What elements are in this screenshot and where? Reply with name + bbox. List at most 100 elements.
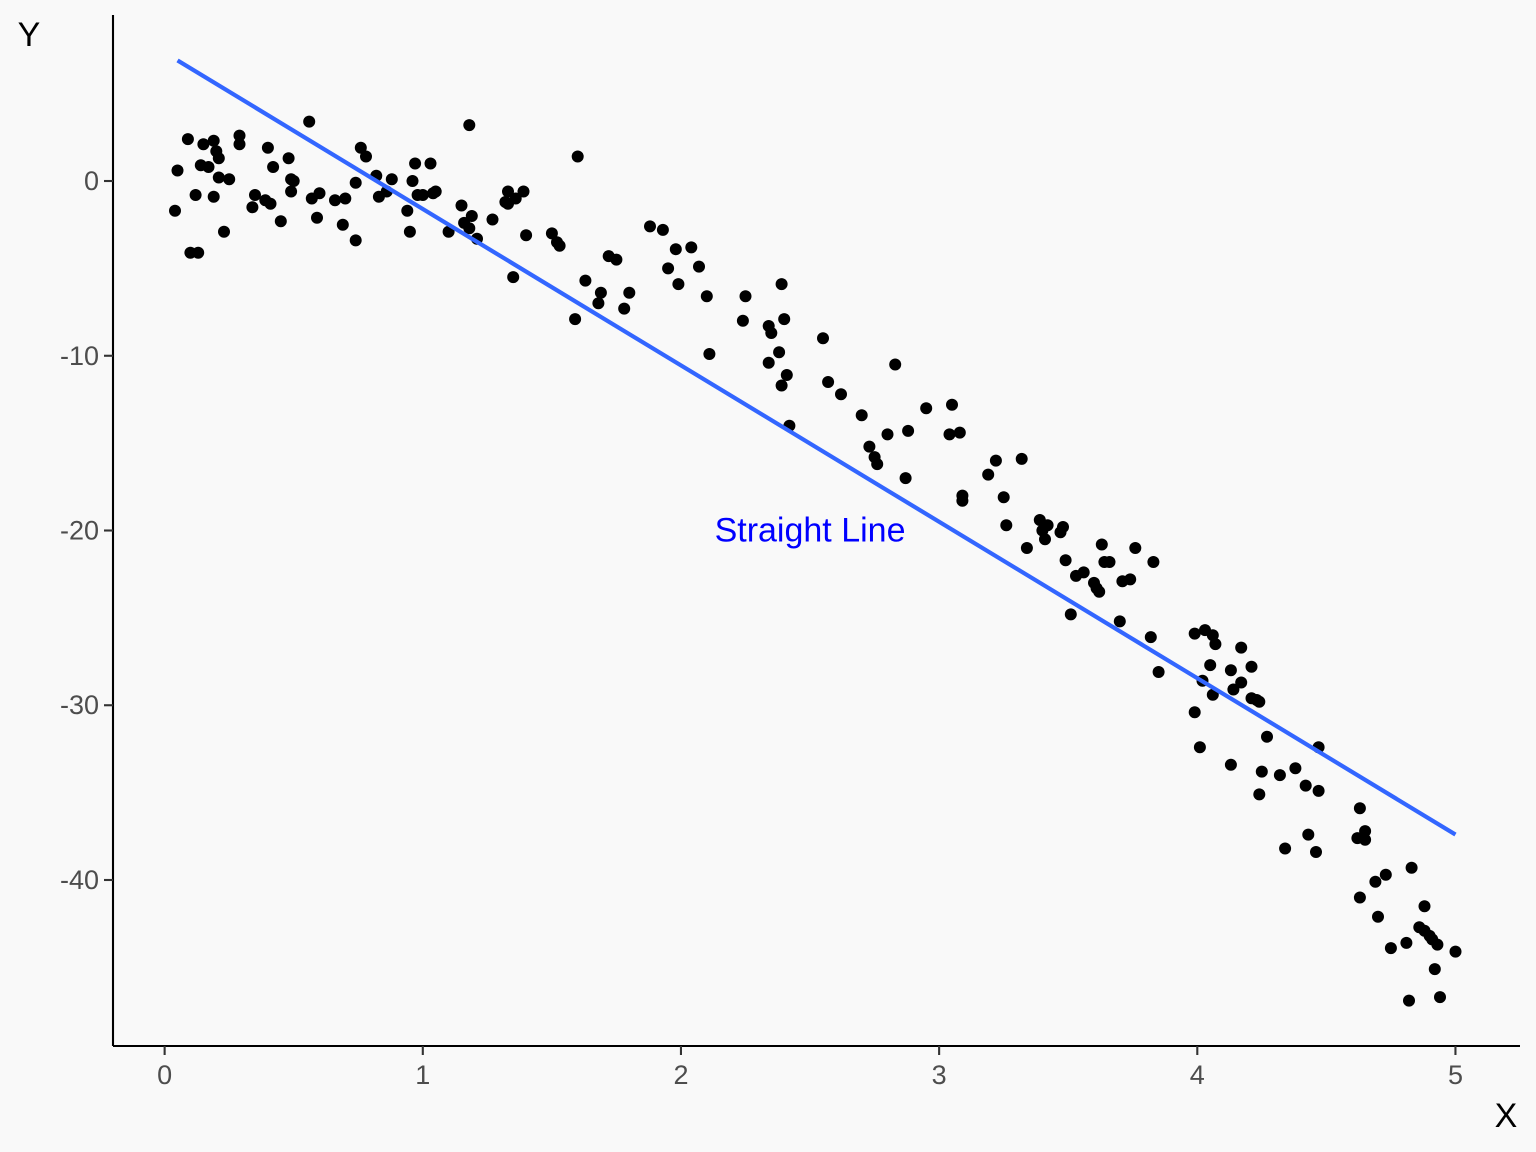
data-point	[212, 152, 225, 165]
data-point	[233, 129, 246, 142]
fit-line	[176, 58, 1457, 837]
data-point	[287, 175, 300, 187]
data-point	[762, 356, 775, 369]
data-point	[1273, 769, 1286, 782]
data-point	[486, 213, 499, 226]
data-point	[1245, 660, 1258, 673]
data-point	[579, 274, 592, 287]
data-point	[822, 376, 835, 388]
data-point	[1129, 542, 1142, 554]
data-point	[989, 454, 1002, 467]
data-point	[1403, 994, 1415, 1007]
data-point	[1312, 784, 1325, 797]
data-point	[1188, 706, 1201, 719]
data-point	[409, 157, 422, 170]
data-point	[336, 218, 349, 231]
data-point	[1193, 741, 1206, 754]
data-point	[569, 313, 582, 326]
data-point	[693, 260, 705, 273]
data-point	[1369, 875, 1382, 888]
data-point	[1064, 608, 1077, 621]
data-point	[1041, 519, 1054, 532]
y-tick-label: -10	[60, 341, 99, 371]
data-point	[644, 220, 656, 233]
data-point	[889, 358, 902, 371]
data-point	[311, 211, 323, 224]
data-point	[1224, 664, 1237, 677]
data-point	[1235, 641, 1248, 654]
data-point	[360, 150, 372, 163]
data-point	[1434, 991, 1446, 1004]
data-point	[313, 187, 326, 200]
data-point	[956, 494, 969, 507]
data-point	[1093, 585, 1106, 598]
data-point	[349, 176, 362, 189]
x-tick-label: 5	[1448, 1060, 1463, 1090]
data-point	[416, 189, 429, 201]
data-point	[765, 327, 778, 339]
data-point	[455, 199, 468, 212]
data-point	[1384, 942, 1397, 955]
data-point	[669, 243, 682, 256]
data-point	[233, 138, 246, 151]
y-axis-title: Y	[18, 16, 41, 54]
data-point	[385, 173, 398, 186]
data-point	[656, 223, 669, 236]
data-point	[881, 428, 894, 441]
data-point	[778, 313, 791, 326]
data-point	[610, 253, 623, 266]
y-tick-label: -40	[60, 865, 99, 895]
data-point	[1353, 891, 1366, 904]
data-point	[1103, 556, 1116, 568]
data-point	[1224, 758, 1237, 771]
x-axis-ticks: 0 1 2 3 4 5	[157, 1046, 1463, 1090]
data-point	[943, 428, 956, 441]
data-point	[212, 171, 225, 184]
data-point	[329, 194, 341, 207]
data-point	[465, 210, 478, 222]
data-point	[1299, 779, 1312, 792]
data-point	[1405, 861, 1418, 874]
data-point	[997, 491, 1010, 504]
data-point	[520, 229, 533, 242]
data-point	[1418, 900, 1431, 913]
data-point	[902, 424, 915, 437]
y-axis-ticks: 0 -10 -20 -30 -40	[60, 166, 113, 895]
data-point	[218, 225, 230, 238]
data-point	[223, 173, 236, 186]
data-point	[855, 409, 868, 422]
data-point	[1302, 828, 1315, 841]
data-point	[594, 286, 607, 299]
data-point	[403, 225, 416, 238]
data-point	[349, 234, 362, 247]
data-point	[339, 192, 352, 205]
data-point	[775, 278, 788, 291]
data-point	[1095, 538, 1108, 551]
data-point	[1310, 846, 1322, 858]
data-point	[835, 388, 847, 401]
data-point	[592, 297, 605, 310]
data-point	[1020, 542, 1033, 554]
data-point	[1039, 533, 1051, 546]
x-axis-title: X	[1495, 1097, 1518, 1135]
data-point	[354, 141, 367, 154]
data-point	[169, 204, 181, 217]
data-point	[1015, 452, 1028, 465]
data-point	[571, 150, 584, 163]
data-point	[1227, 683, 1240, 696]
x-tick-label: 1	[415, 1060, 430, 1090]
data-points	[169, 115, 1462, 1007]
data-point	[1400, 936, 1413, 949]
data-point	[207, 190, 220, 203]
data-point	[780, 369, 793, 381]
data-point	[303, 115, 316, 128]
data-point	[920, 402, 933, 415]
x-tick-label: 4	[1190, 1060, 1205, 1090]
data-point	[1428, 963, 1441, 976]
data-point	[817, 332, 829, 345]
data-point	[1253, 788, 1266, 801]
data-point	[507, 271, 520, 284]
data-point	[863, 440, 876, 453]
data-point	[1353, 802, 1366, 815]
